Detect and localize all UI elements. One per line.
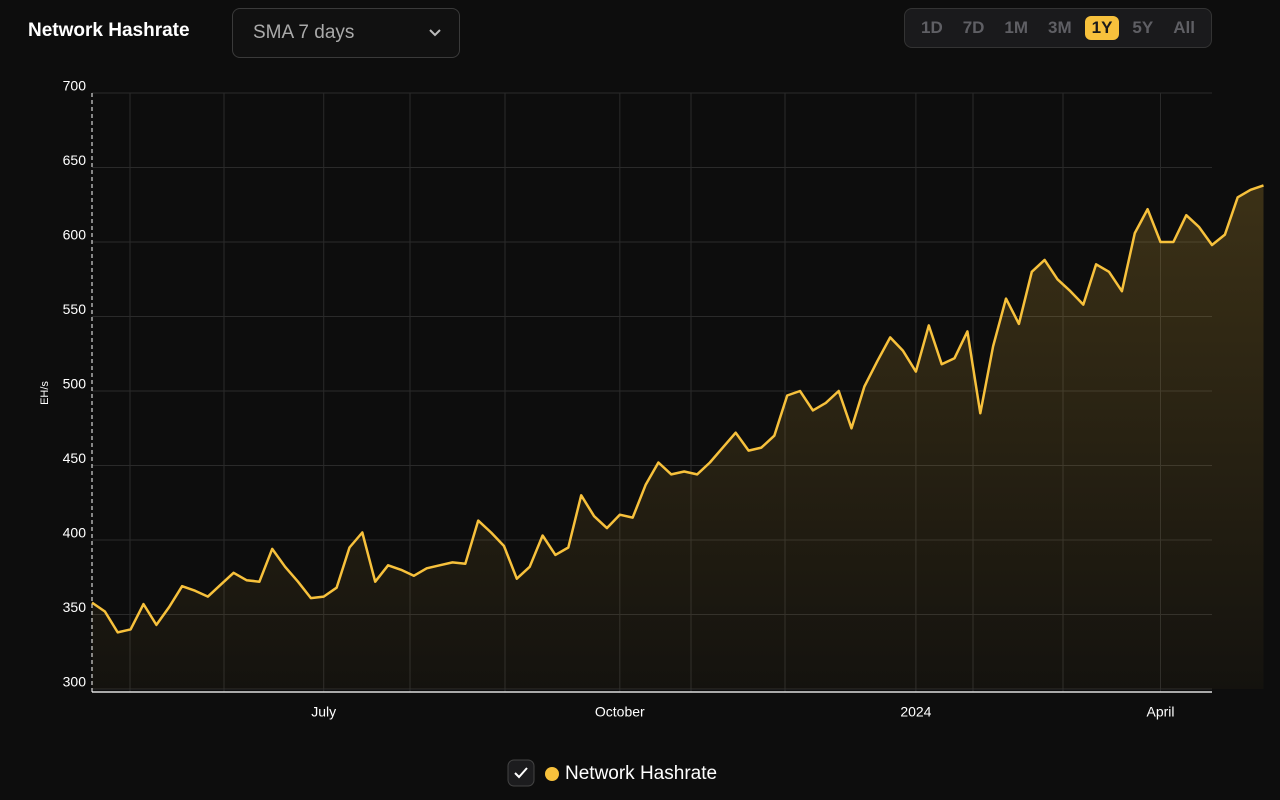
legend-swatch: [545, 767, 559, 781]
range-button[interactable]: 7D: [962, 18, 985, 37]
y-tick-label: 400: [63, 525, 87, 541]
average-dropdown[interactable]: SMA 7 days: [232, 8, 460, 58]
x-tick-label: 2024: [900, 704, 931, 720]
range-selector: 1D 7D 1M 3M 1Y 5Y All: [904, 8, 1212, 48]
y-tick-label: 550: [63, 301, 87, 317]
x-tick-label: April: [1146, 704, 1174, 720]
y-tick-label: 600: [63, 227, 87, 243]
legend-checkbox[interactable]: [507, 759, 535, 787]
y-axis-label: EH/s: [39, 381, 51, 405]
chevron: [429, 29, 441, 37]
y-tick-label: 450: [63, 450, 87, 466]
y-tick-label: 500: [63, 376, 87, 392]
checkmark: [514, 767, 528, 779]
y-tick-label: 700: [63, 78, 87, 94]
area: [92, 185, 1264, 689]
range-button[interactable]: 1D: [920, 18, 943, 37]
range-button[interactable]: 3M: [1048, 18, 1072, 37]
page-title: Network Hashrate: [28, 20, 190, 41]
x-tick-label: October: [595, 704, 645, 720]
range-button[interactable]: 5Y: [1132, 18, 1154, 37]
y-tick-label: 300: [63, 674, 87, 690]
range-button[interactable]: All: [1173, 18, 1195, 37]
legend-label[interactable]: Network Hashrate: [565, 763, 717, 784]
line: [91, 184, 1264, 634]
y-tick-label: 350: [63, 599, 87, 615]
range-button[interactable]: 1Y: [1084, 16, 1120, 40]
dropdown-label: SMA 7 days: [253, 22, 355, 43]
range-button[interactable]: 1M: [1004, 18, 1029, 37]
x-tick-label: July: [311, 704, 336, 720]
y-tick-label: 650: [63, 152, 87, 168]
